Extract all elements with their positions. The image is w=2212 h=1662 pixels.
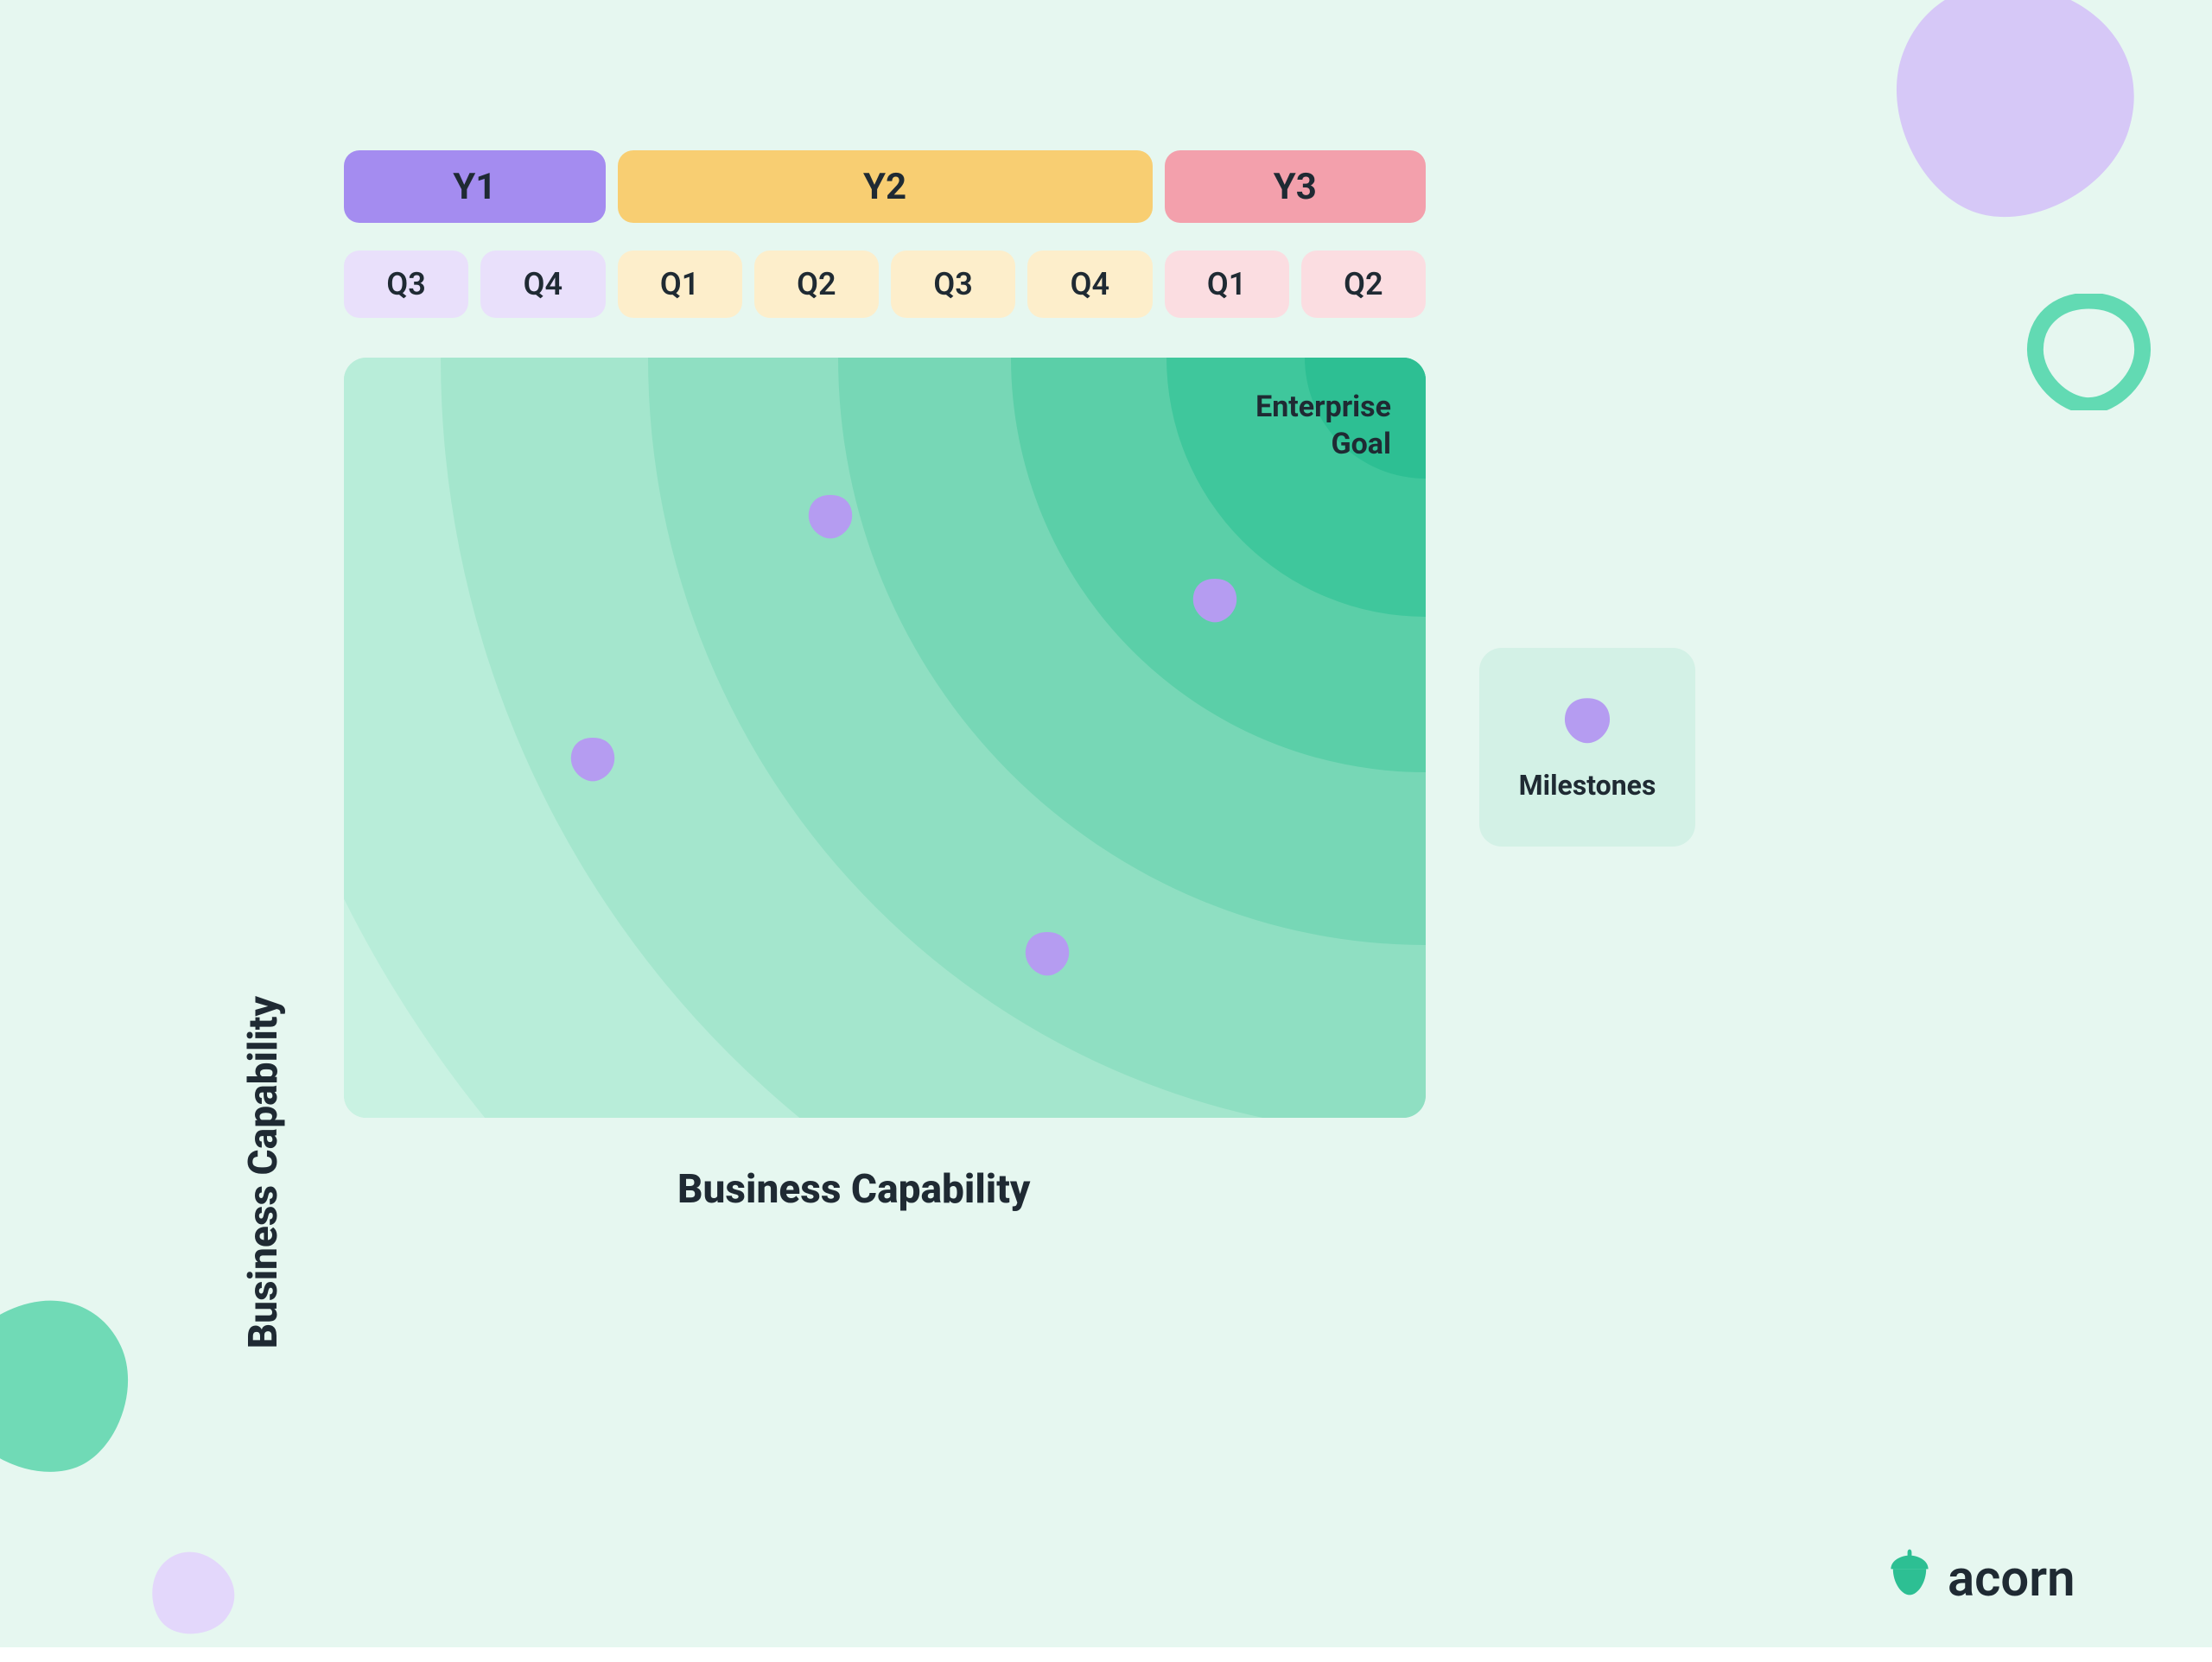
quarter-pill-2: Q1 — [618, 251, 742, 318]
year-pill-y2: Y2 — [618, 150, 1153, 223]
timeline-years-row: Y1Y2Y3 — [344, 150, 1426, 223]
capability-chart: Enterprise Goal — [344, 358, 1426, 1118]
blob-decoration — [0, 1248, 175, 1525]
diagram-canvas: Y1Y2Y3 Q3Q4Q1Q2Q3Q4Q1Q2 Enterprise Goal … — [0, 0, 2212, 1647]
quarter-pill-0: Q3 — [344, 251, 468, 318]
year-pill-y3: Y3 — [1165, 150, 1427, 223]
quarter-pill-1: Q4 — [480, 251, 605, 318]
brand-name: acorn — [1948, 1550, 2075, 1608]
milestone-marker-1 — [567, 733, 619, 788]
blob-decoration — [127, 1528, 257, 1659]
milestone-icon — [1560, 693, 1614, 753]
x-axis-label: Business Capability — [677, 1166, 1030, 1213]
brand-logo: acorn — [1884, 1546, 2075, 1611]
quarter-pill-6: Q1 — [1165, 251, 1289, 318]
legend-milestones: Milestones — [1479, 648, 1695, 847]
timeline-quarters-row: Q3Q4Q1Q2Q3Q4Q1Q2 — [344, 251, 1426, 318]
quarter-pill-4: Q3 — [891, 251, 1015, 318]
outline_pick-decoration — [2026, 294, 2152, 410]
milestone-marker-2 — [1021, 927, 1073, 982]
blob-decoration — [1848, 0, 2177, 267]
goal-label-line1: Enterprise — [1255, 389, 1391, 426]
milestone-marker-0 — [804, 490, 856, 545]
legend-label: Milestones — [1519, 769, 1656, 802]
enterprise-goal-label: Enterprise Goal — [1255, 389, 1391, 462]
goal-label-line2: Goal — [1255, 426, 1391, 463]
milestone-marker-3 — [1189, 574, 1241, 629]
quarter-pill-7: Q2 — [1301, 251, 1426, 318]
year-pill-y1: Y1 — [344, 150, 606, 223]
quarter-pill-3: Q2 — [754, 251, 879, 318]
quarter-pill-5: Q4 — [1027, 251, 1152, 318]
acorn-icon — [1884, 1546, 1936, 1611]
y-axis-label: Business Capability — [240, 996, 287, 1348]
